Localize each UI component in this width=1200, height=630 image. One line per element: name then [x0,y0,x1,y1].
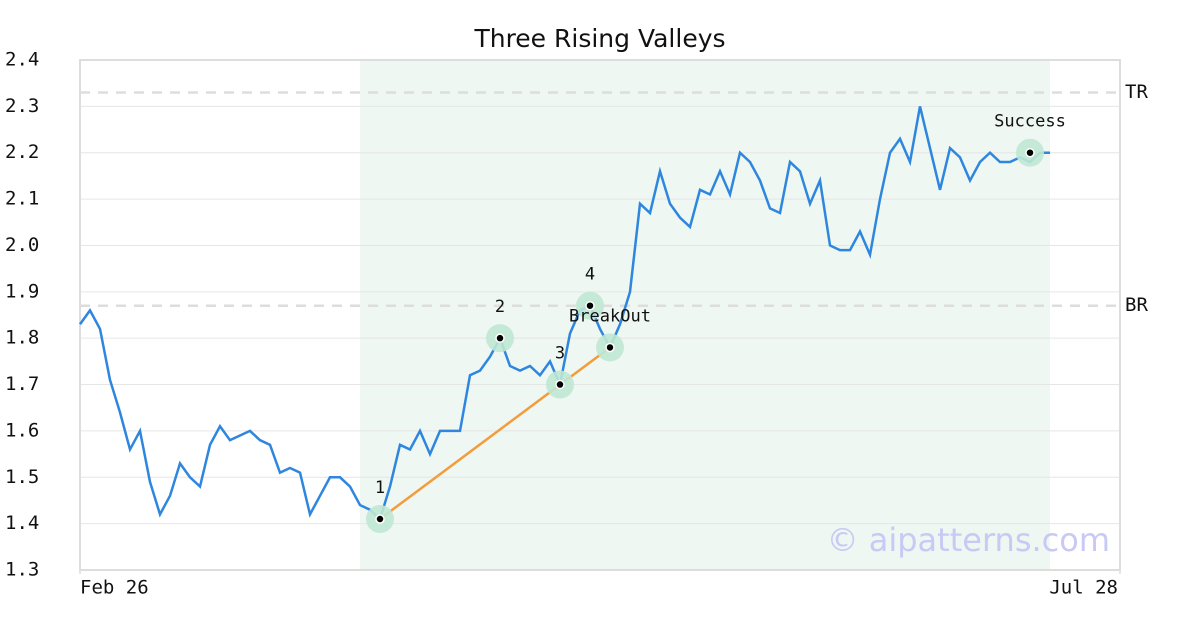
marker-label: 2 [495,297,505,317]
marker-label: BreakOut [569,306,651,326]
y-tick-label: 1.7 [5,373,39,395]
y-tick-label: 1.3 [5,559,39,581]
marker-dot [555,379,565,390]
x-tick-label: Feb 26 [80,577,149,599]
y-tick-label: 2.4 [5,49,39,71]
y-tick-label: 1.8 [5,327,39,349]
highlight-region [360,60,1050,570]
price-line [78,106,1050,522]
marker-dot [605,342,615,353]
level-label: BR [1125,294,1148,316]
y-tick-label: 2.3 [5,95,39,117]
watermark: © aipatterns.com [827,521,1110,559]
marker-dot [375,514,385,524]
marker-dot [495,333,505,343]
y-tick-label: 2.2 [5,141,39,163]
x-tick-label: Jul 28 [1049,577,1118,599]
marker-label: 3 [555,344,565,364]
y-tick-label: 2.1 [5,188,39,210]
marker-label: Success [994,112,1066,132]
y-tick-label: 1.9 [5,280,39,302]
marker-dot [585,300,595,311]
y-tick-label: 1.6 [5,419,39,441]
marker-dot [1025,147,1035,158]
trend-line [379,346,611,521]
marker-label: 4 [585,265,595,285]
marker-label: 1 [375,478,385,498]
y-tick-label: 1.5 [5,466,39,488]
y-tick-label: 2.0 [5,234,39,256]
plot-frame [79,59,1121,571]
y-tick-label: 1.4 [5,512,39,534]
level-label: TR [1125,81,1148,103]
chart-title: Three Rising Valleys [473,24,725,53]
